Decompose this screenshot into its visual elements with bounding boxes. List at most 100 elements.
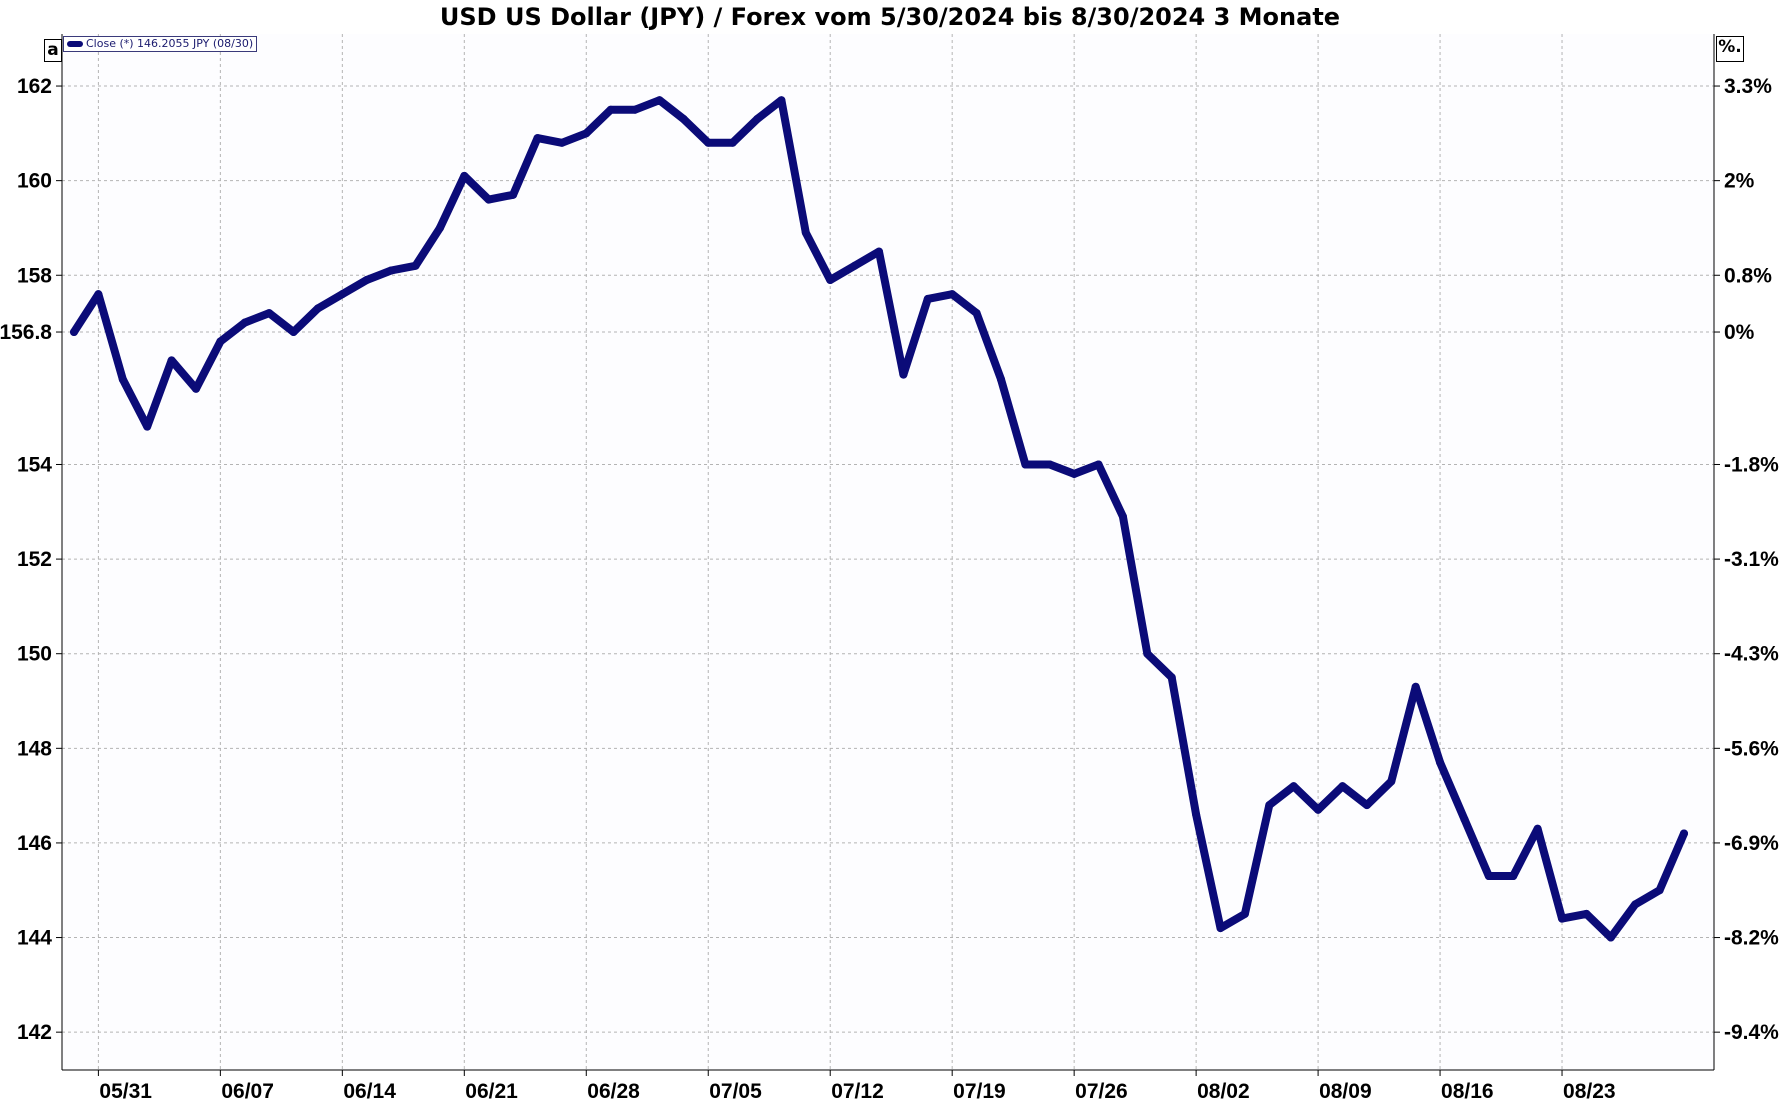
legend-label: Close (*) 146.2055 JPY (08/30) <box>86 37 254 50</box>
x-tick-label: 07/26 <box>1075 1080 1128 1103</box>
x-tick-label: 06/21 <box>465 1080 518 1103</box>
data-point-07-05 <box>704 138 713 147</box>
data-point-07-12 <box>826 275 835 284</box>
data-point-07-08 <box>728 138 737 147</box>
x-tick-label: 07/19 <box>953 1080 1006 1103</box>
data-point-06-27 <box>557 138 566 147</box>
data-point-08-26 <box>1582 909 1591 918</box>
x-tick-label: 07/05 <box>709 1080 762 1103</box>
y-right-tick-label: -4.3% <box>1724 643 1779 666</box>
y-tick-label: 144 <box>17 927 52 950</box>
data-point-08-28 <box>1631 900 1640 909</box>
data-point-07-23 <box>996 375 1005 384</box>
data-point-08-15 <box>1411 682 1420 691</box>
y-right-tick-label: -3.1% <box>1724 548 1779 571</box>
data-point-06-28 <box>582 129 591 138</box>
data-point-08-13 <box>1362 801 1371 810</box>
y-tick-label: 156.8 <box>0 321 52 344</box>
data-point-08-14 <box>1387 777 1396 786</box>
series-points <box>70 96 1688 942</box>
data-point-07-11 <box>801 228 810 237</box>
x-tick-label: 06/07 <box>221 1080 274 1103</box>
y-right-tick-label: 0.8% <box>1724 264 1772 287</box>
data-point-06-18 <box>387 266 396 275</box>
x-axis-ticks: 05/31 06/07 06/14 06/21 06/28 07/05 07/12 07/19… <box>97 1070 1616 1103</box>
data-point-06-25 <box>509 190 518 199</box>
data-point-07-01 <box>606 105 615 114</box>
data-point-05-30 <box>70 328 78 337</box>
data-point-07-02 <box>631 105 640 114</box>
data-point-06-12 <box>289 328 298 337</box>
y-right-tick-label: -9.4% <box>1724 1021 1779 1044</box>
x-tick-label: 08/16 <box>1441 1080 1494 1103</box>
data-point-08-22 <box>1533 824 1542 833</box>
y-right-tick-label: -1.8% <box>1724 453 1779 476</box>
y-tick-label: 146 <box>17 832 52 855</box>
y-tick-label: 148 <box>17 737 52 760</box>
y-tick-label: 162 <box>17 75 52 98</box>
data-point-06-21 <box>460 171 469 180</box>
data-point-08-19 <box>1460 815 1469 824</box>
x-tick-label: 08/09 <box>1319 1080 1372 1103</box>
data-point-06-03 <box>118 375 127 384</box>
left-axis-corner-label: a <box>44 39 62 62</box>
data-point-07-03 <box>655 96 664 105</box>
data-point-06-11 <box>265 309 274 318</box>
data-point-08-29 <box>1655 886 1664 895</box>
y-right-tick-label: -8.2% <box>1724 927 1779 950</box>
y-tick-label: 150 <box>17 643 52 666</box>
y-tick-label: 152 <box>17 548 52 571</box>
data-point-08-05 <box>1216 924 1225 933</box>
data-point-08-01 <box>1167 673 1176 682</box>
data-point-07-29 <box>1094 460 1103 469</box>
x-tick-label: 06/28 <box>587 1080 640 1103</box>
data-point-06-20 <box>435 223 444 232</box>
data-point-07-31 <box>1143 649 1152 658</box>
axes <box>61 34 1715 1071</box>
data-point-07-04 <box>679 115 688 124</box>
x-tick-label: 08/02 <box>1197 1080 1250 1103</box>
data-point-07-15 <box>850 261 859 270</box>
y-tick-label: 142 <box>17 1021 52 1044</box>
data-point-06-17 <box>362 275 371 284</box>
y-axis-right-ticks: -9.4% -8.2% -6.9% -5.6% -4.3% -3.1% -1.8% 0% 0.8… <box>1714 75 1779 1044</box>
x-tick-label: 07/12 <box>831 1080 884 1103</box>
right-axis-corner-label: %. <box>1716 36 1744 62</box>
y-right-tick-label: 3.3% <box>1724 75 1772 98</box>
data-point-07-17 <box>899 370 908 379</box>
data-point-07-30 <box>1118 512 1127 521</box>
data-point-08-16 <box>1436 758 1445 767</box>
data-point-06-26 <box>533 134 542 143</box>
data-point-08-08 <box>1289 782 1298 791</box>
data-point-07-19 <box>948 290 957 299</box>
x-tick-label: 08/23 <box>1563 1080 1616 1103</box>
data-point-07-26 <box>1070 469 1079 478</box>
x-tick-label: 06/14 <box>343 1080 396 1103</box>
data-point-07-16 <box>875 247 883 256</box>
data-point-07-10 <box>777 96 786 105</box>
data-point-08-21 <box>1509 872 1518 881</box>
data-point-06-14 <box>338 290 347 299</box>
data-point-08-30 <box>1680 829 1688 838</box>
chart-title: USD US Dollar (JPY) / Forex vom 5/30/202… <box>439 3 1341 31</box>
data-point-07-18 <box>923 294 932 303</box>
data-point-06-24 <box>484 195 493 204</box>
data-point-06-19 <box>411 261 420 270</box>
data-point-06-04 <box>143 422 152 431</box>
legend: Close (*) 146.2055 JPY (08/30) <box>63 36 258 52</box>
y-right-tick-label: 2% <box>1724 170 1755 193</box>
data-point-06-06 <box>191 384 200 393</box>
data-point-08-06 <box>1240 909 1249 918</box>
y-right-tick-label: -5.6% <box>1724 737 1779 760</box>
plot-area <box>62 34 1714 1070</box>
data-point-08-07 <box>1265 801 1274 810</box>
data-point-07-24 <box>1021 460 1030 469</box>
data-point-06-10 <box>240 318 249 327</box>
x-tick-label: 05/31 <box>99 1080 152 1103</box>
data-point-07-22 <box>972 309 981 318</box>
data-point-08-27 <box>1606 933 1615 942</box>
data-point-08-20 <box>1484 872 1493 881</box>
y-tick-label: 160 <box>17 170 52 193</box>
data-point-05-31 <box>94 290 103 299</box>
data-point-08-12 <box>1338 782 1347 791</box>
